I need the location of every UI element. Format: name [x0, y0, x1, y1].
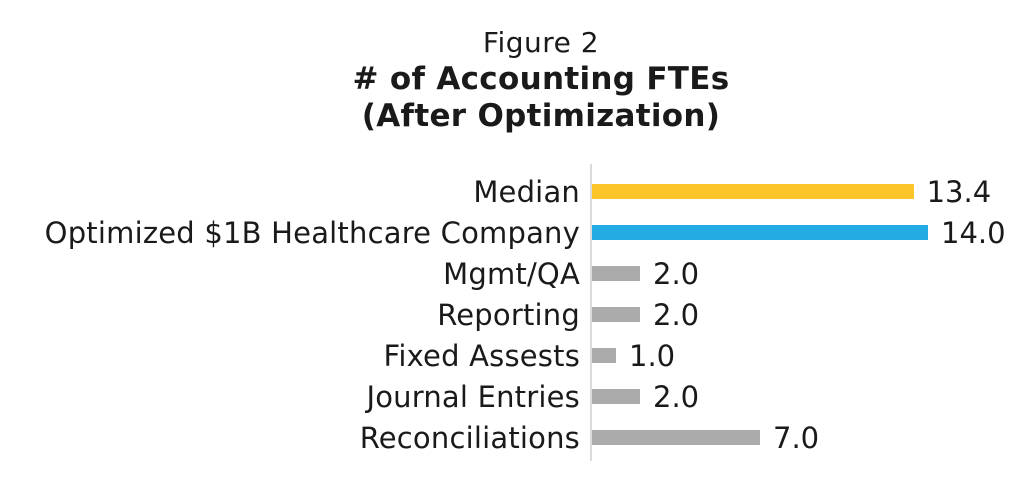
plot-area: Median 13.4 Optimized $1B Healthcare Com… [0, 164, 1024, 461]
bar-value-median: 13.4 [926, 174, 992, 209]
chart-row-fixed-assets: Fixed Assests 1.0 [0, 335, 1024, 376]
y-axis-line [590, 164, 592, 461]
bar-track: 2.0 [580, 376, 1024, 417]
bar-value-fixed-assets: 1.0 [629, 338, 676, 373]
bar-median [592, 184, 914, 199]
chart-title: # of Accounting FTEs [352, 61, 730, 97]
chart-row-mgmt-qa: Mgmt/QA 2.0 [0, 253, 1024, 294]
category-label-reconciliations: Reconciliations [359, 420, 580, 455]
chart-title-block: Figure 2 # of Accounting FTEs (After Opt… [0, 0, 1024, 135]
bar-reporting [592, 307, 640, 322]
category-label-optimized-company: Optimized $1B Healthcare Company [44, 215, 580, 250]
bar-track: 7.0 [580, 417, 1024, 458]
bar-track: 2.0 [580, 253, 1024, 294]
bar-value-journal-entries: 2.0 [653, 379, 700, 414]
bar-rows: Median 13.4 Optimized $1B Healthcare Com… [0, 171, 1024, 458]
bar-value-optimized-company: 14.0 [941, 215, 1006, 250]
chart-row-median: Median 13.4 [0, 171, 1024, 212]
category-label-fixed-assets: Fixed Assests [383, 338, 580, 373]
chart-row-reconciliations: Reconciliations 7.0 [0, 417, 1024, 458]
chart-row-journal-entries: Journal Entries 2.0 [0, 376, 1024, 417]
bar-reconciliations [592, 430, 760, 445]
chart-row-optimized-company: Optimized $1B Healthcare Company 14.0 [0, 212, 1024, 253]
bar-mgmt-qa [592, 266, 640, 281]
chart-subtitle: (After Optimization) [361, 98, 721, 134]
bar-value-mgmt-qa: 2.0 [653, 256, 700, 291]
bar-value-reconciliations: 7.0 [773, 420, 820, 455]
chart-row-reporting: Reporting 2.0 [0, 294, 1024, 335]
bar-track: 2.0 [580, 294, 1024, 335]
category-label-mgmt-qa: Mgmt/QA [443, 256, 580, 291]
bar-value-reporting: 2.0 [653, 297, 700, 332]
category-label-journal-entries: Journal Entries [366, 379, 580, 414]
category-label-reporting: Reporting [437, 297, 580, 332]
bar-track: 13.4 [580, 171, 1024, 212]
bar-track: 14.0 [580, 212, 1024, 253]
bar-track: 1.0 [580, 335, 1024, 376]
category-label-median: Median [473, 174, 580, 209]
bar-fixed-assets [592, 348, 616, 363]
figure-number: Figure 2 [482, 26, 600, 59]
bar-optimized-company [592, 225, 928, 240]
bar-journal-entries [592, 389, 640, 404]
